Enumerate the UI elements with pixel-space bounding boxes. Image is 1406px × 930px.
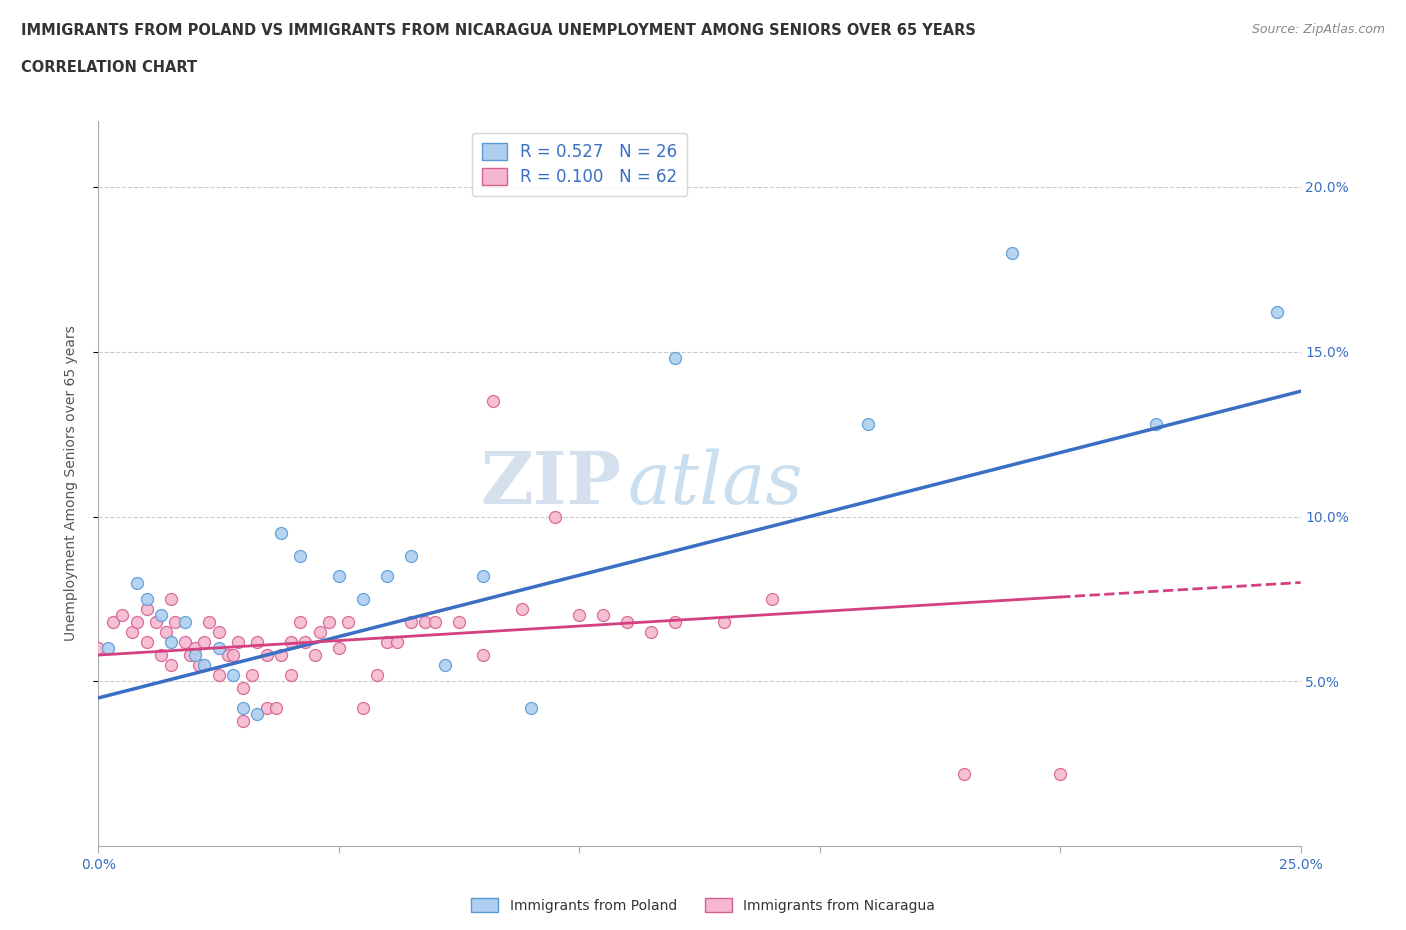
Point [159,591,181,606]
Point [208,641,231,656]
Point [290,549,312,564]
Point [165,615,187,630]
Point [1001,246,1024,260]
Point [328,568,350,583]
Point [125,615,148,630]
Point [352,591,374,606]
Point [472,647,495,662]
Point [352,700,374,715]
Point [155,625,177,640]
Point [544,509,567,524]
Point [193,634,215,649]
Point [592,608,614,623]
Point [266,700,288,715]
Point [447,615,470,630]
Point [135,634,157,649]
Point [290,615,312,630]
Text: CORRELATION CHART: CORRELATION CHART [21,60,197,75]
Point [304,647,326,662]
Point [415,615,437,630]
Point [664,615,686,630]
Point [433,658,456,672]
Point [270,525,292,540]
Point [159,634,181,649]
Point [240,668,263,683]
Point [97,641,120,656]
Point [256,700,278,715]
Point [208,668,231,683]
Point [761,591,783,606]
Point [87,641,110,656]
Point [111,608,134,623]
Point [1265,305,1288,320]
Point [423,615,446,630]
Point [568,608,591,623]
Point [246,707,269,722]
Point [640,625,662,640]
Point [222,647,245,662]
Point [232,681,254,696]
Point [256,647,278,662]
Point [125,575,148,590]
Point [375,634,398,649]
Point [179,647,201,662]
Point [399,615,422,630]
Point [366,668,388,683]
Point [149,608,172,623]
Point [856,417,879,432]
Point [174,615,197,630]
Point [208,625,231,640]
Point [318,615,340,630]
Point [520,700,543,715]
Point [149,647,172,662]
Point [1144,417,1167,432]
Point [101,615,124,630]
Point [270,647,292,662]
Point [188,658,211,672]
Point [135,591,157,606]
Point [280,668,302,683]
Point [135,602,157,617]
Text: Source: ZipAtlas.com: Source: ZipAtlas.com [1251,23,1385,36]
Text: IMMIGRANTS FROM POLAND VS IMMIGRANTS FROM NICARAGUA UNEMPLOYMENT AMONG SENIORS O: IMMIGRANTS FROM POLAND VS IMMIGRANTS FRO… [21,23,976,38]
Point [198,615,221,630]
Point [217,647,239,662]
Point [246,634,269,649]
Point [174,634,197,649]
Point [183,641,205,656]
Point [145,615,167,630]
Text: atlas: atlas [627,448,803,519]
Point [375,568,398,583]
Point [280,634,302,649]
Legend: R = 0.527   N = 26, R = 0.100   N = 62: R = 0.527 N = 26, R = 0.100 N = 62 [471,133,688,196]
Point [328,641,350,656]
Y-axis label: Unemployment Among Seniors over 65 years: Unemployment Among Seniors over 65 years [63,326,77,642]
Point [481,393,503,408]
Point [472,568,495,583]
Point [294,634,316,649]
Point [399,549,422,564]
Point [193,658,215,672]
Point [308,625,330,640]
Point [232,713,254,728]
Point [664,351,686,365]
Point [953,766,976,781]
Point [510,602,533,617]
Legend: Immigrants from Poland, Immigrants from Nicaragua: Immigrants from Poland, Immigrants from … [465,893,941,919]
Point [337,615,360,630]
Point [385,634,408,649]
Point [183,647,205,662]
Point [232,700,254,715]
Point [121,625,143,640]
Point [159,658,181,672]
Point [1049,766,1071,781]
Point [616,615,638,630]
Text: ZIP: ZIP [481,448,621,519]
Point [222,668,245,683]
Point [713,615,735,630]
Point [226,634,249,649]
